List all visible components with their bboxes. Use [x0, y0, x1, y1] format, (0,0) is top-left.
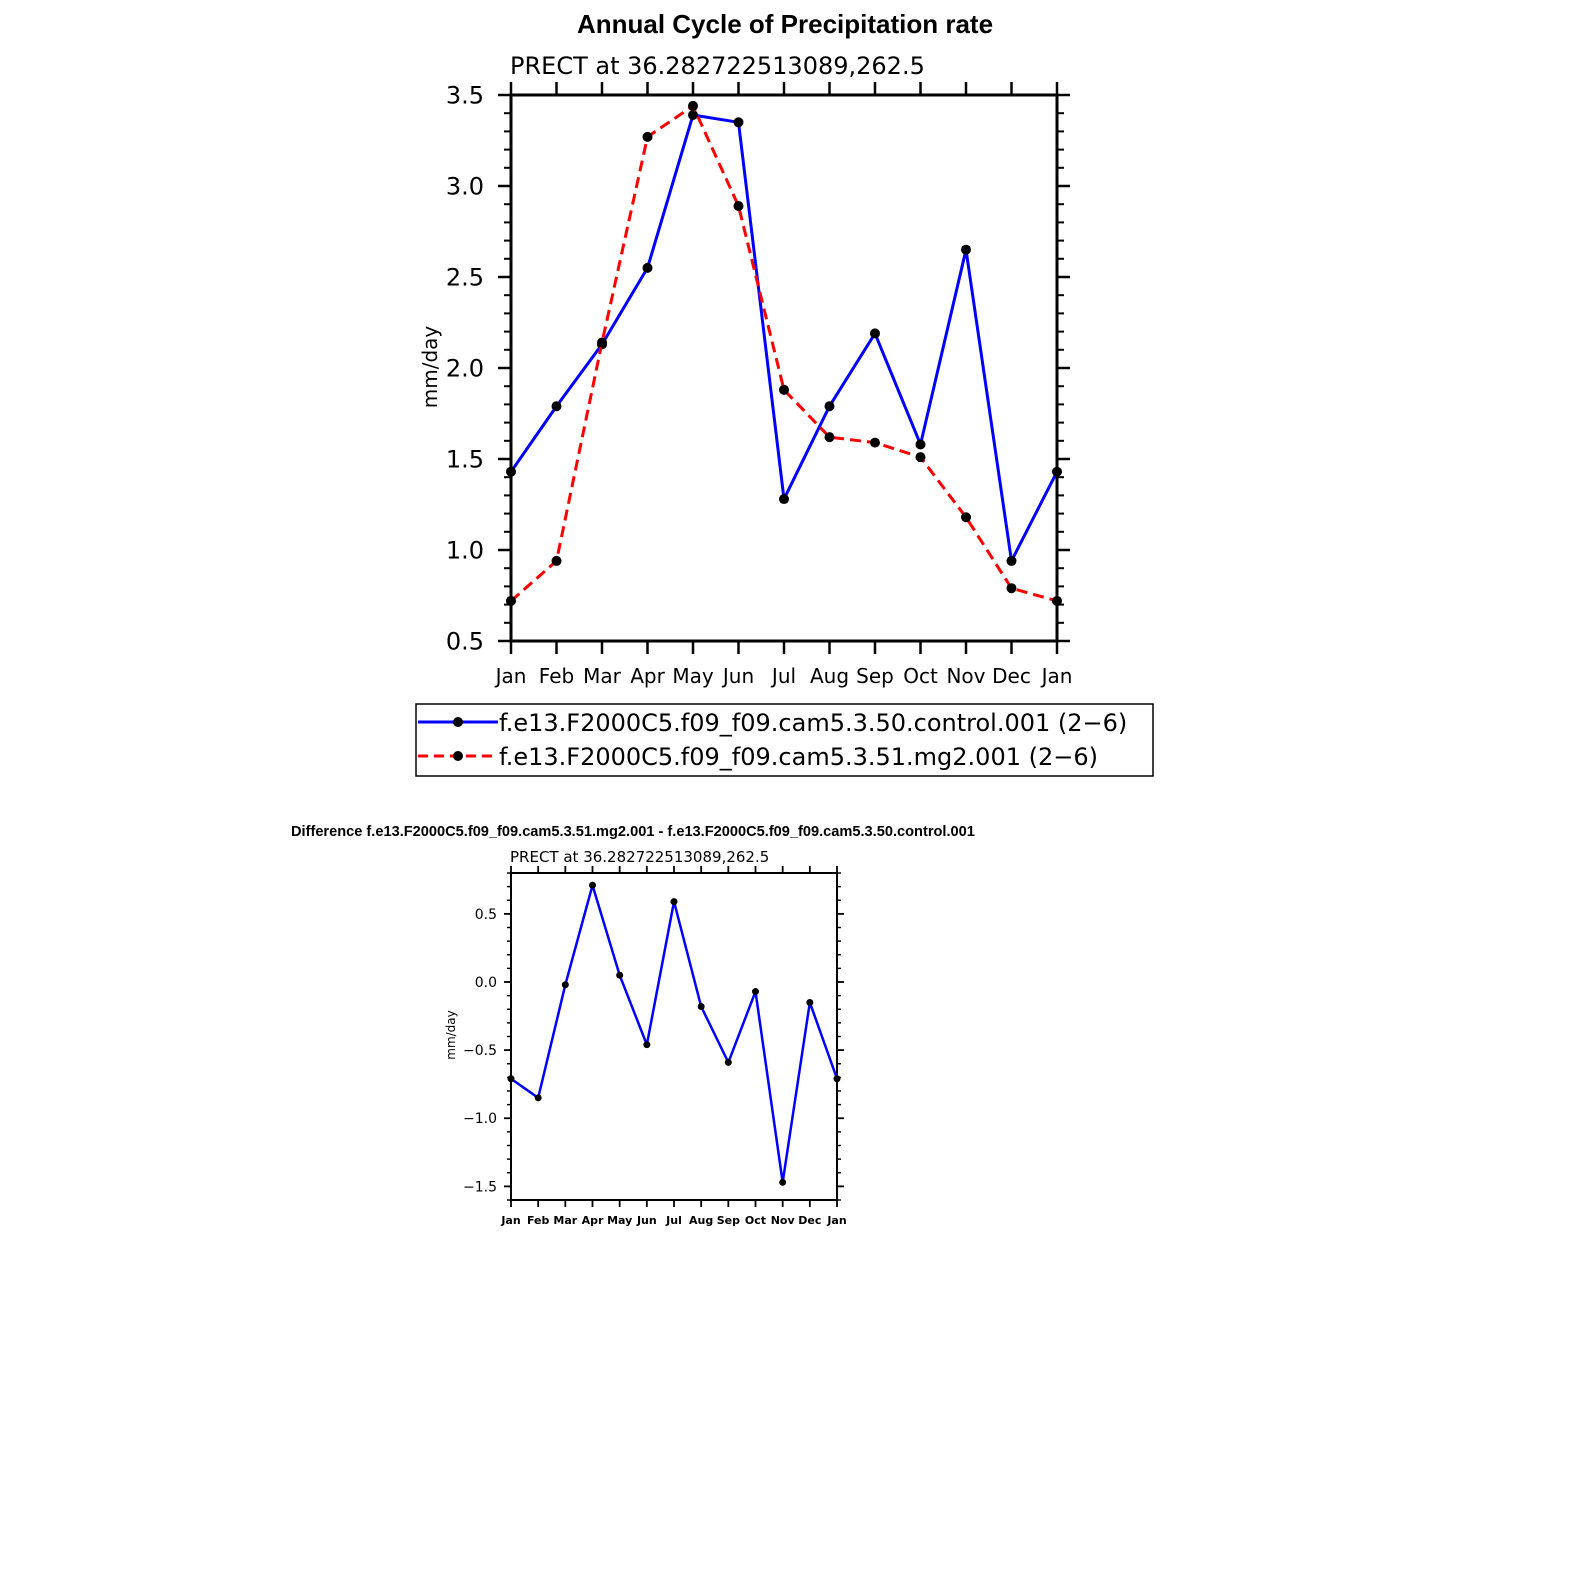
series-1-point: [870, 437, 880, 448]
series-line-0: [510, 884, 839, 1184]
series-1-point: [779, 384, 789, 395]
y-axis-label: mm/day: [418, 326, 442, 409]
series-0-point: [961, 244, 971, 255]
series-0-point: [670, 898, 678, 906]
x-tick-label: Jun: [636, 1214, 657, 1227]
series-0-point: [824, 401, 835, 412]
x-tick-label: Oct: [745, 1214, 766, 1227]
series-1-point: [733, 201, 744, 212]
y-tick-label: 0.5: [446, 627, 484, 655]
chart-title: Annual Cycle of Precipitation rate: [577, 9, 993, 39]
series-0-point: [534, 1094, 542, 1102]
series-0-point: [643, 1041, 651, 1049]
y-tick-label: −0.5: [463, 1043, 497, 1059]
y-tick-label: 2.5: [446, 263, 484, 291]
difference-series-group: [507, 881, 841, 1186]
difference-subtitle: PRECT at 36.282722513089,262.5: [510, 848, 769, 866]
x-tick-label: May: [672, 664, 714, 688]
series-0-point: [506, 466, 516, 477]
series-0-point: [1052, 466, 1062, 477]
series-0-point: [806, 998, 814, 1006]
series-1-point: [597, 337, 607, 348]
series-0-point: [1006, 555, 1017, 566]
series-0-point: [752, 988, 759, 996]
series-1-point: [688, 100, 698, 111]
x-tick-label: Aug: [689, 1214, 713, 1227]
series-0-point: [561, 981, 569, 989]
series-0-point: [642, 262, 653, 273]
main-axes: Jan Feb Mar Apr May Jun Jul Aug Sep Oct Nov Dec Jan 0…: [446, 81, 1073, 688]
series-0-point: [915, 439, 926, 450]
x-tick-label: Jun: [721, 664, 754, 688]
series-0-point: [697, 1003, 705, 1011]
y-tick-label: 1.5: [446, 445, 484, 473]
x-tick-label: Aug: [810, 664, 849, 688]
x-tick-label: Dec: [992, 664, 1031, 688]
x-tick-label: Nov: [946, 664, 985, 688]
legend: f.e13.F2000C5.f09_f09.cam5.3.50.control.…: [415, 703, 1154, 777]
x-tick-label: May: [607, 1214, 632, 1227]
y-tick-label: 0.5: [475, 907, 497, 923]
series-1-point: [915, 452, 926, 463]
x-tick-label: Sep: [856, 664, 894, 688]
y-tick-label: −1.0: [463, 1111, 497, 1127]
x-tick-label: Apr: [582, 1214, 604, 1227]
series-0-point: [589, 881, 596, 889]
series-1-point: [551, 555, 562, 566]
x-tick-label: Jan: [494, 664, 527, 688]
x-tick-label: Feb: [539, 664, 574, 688]
y-tick-label: 3.5: [446, 81, 484, 109]
series-1-point: [642, 131, 653, 142]
series-0-point: [551, 401, 562, 412]
y-tick-label: 2.0: [446, 354, 484, 382]
legend-swatch-marker-mg2: [453, 751, 463, 761]
chart-subtitle: PRECT at 36.282722513089,262.5: [510, 52, 925, 80]
x-tick-label: Jul: [665, 1214, 682, 1227]
x-tick-label: Dec: [798, 1214, 821, 1227]
x-tick-label: Jan: [826, 1214, 846, 1227]
x-tick-label: Apr: [630, 664, 665, 688]
series-0-point: [833, 1075, 841, 1083]
legend-entry-mg2: f.e13.F2000C5.f09_f09.cam5.3.51.mg2.001 …: [499, 743, 1098, 771]
x-tick-label: Mar: [553, 1214, 577, 1227]
difference-title: Difference f.e13.F2000C5.f09_f09.cam5.3.…: [291, 824, 975, 840]
series-1-point: [1052, 595, 1062, 606]
y-tick-label: −1.5: [463, 1179, 497, 1195]
series-0-point: [507, 1075, 515, 1083]
x-tick-label: Nov: [771, 1214, 796, 1227]
series-0-point: [724, 1058, 732, 1066]
legend-swatch-marker-control: [453, 717, 463, 727]
series-0-point: [870, 328, 880, 339]
x-tick-label: Jan: [500, 1214, 520, 1227]
series-0-point: [733, 117, 744, 128]
series-0-point: [779, 1178, 787, 1186]
x-tick-label: Feb: [527, 1214, 550, 1227]
series-1-point: [824, 432, 835, 443]
series-1-point: [1006, 583, 1017, 594]
series-1-point: [961, 512, 971, 523]
main-series-group: [506, 100, 1062, 606]
x-tick-label: Jan: [1040, 664, 1073, 688]
series-0-point: [779, 494, 789, 505]
x-tick-label: Oct: [903, 664, 938, 688]
series-0-point: [688, 110, 698, 121]
y-tick-label: 1.0: [446, 536, 484, 564]
legend-entry-control: f.e13.F2000C5.f09_f09.cam5.3.50.control.…: [499, 709, 1127, 737]
legend-box: [415, 703, 1154, 777]
x-tick-label: Mar: [583, 664, 622, 688]
x-tick-label: Sep: [717, 1214, 740, 1227]
y-tick-label: 3.0: [446, 172, 484, 200]
x-tick-label: Jul: [770, 664, 796, 688]
y-tick-label: 0.0: [475, 975, 497, 991]
series-0-point: [616, 971, 624, 979]
series-1-point: [506, 595, 516, 606]
difference-y-axis-label: mm/day: [444, 1010, 458, 1060]
difference-axes: Jan Feb Mar Apr May Jun Jul Aug Sep Oct Nov Dec Jan −…: [463, 866, 847, 1227]
